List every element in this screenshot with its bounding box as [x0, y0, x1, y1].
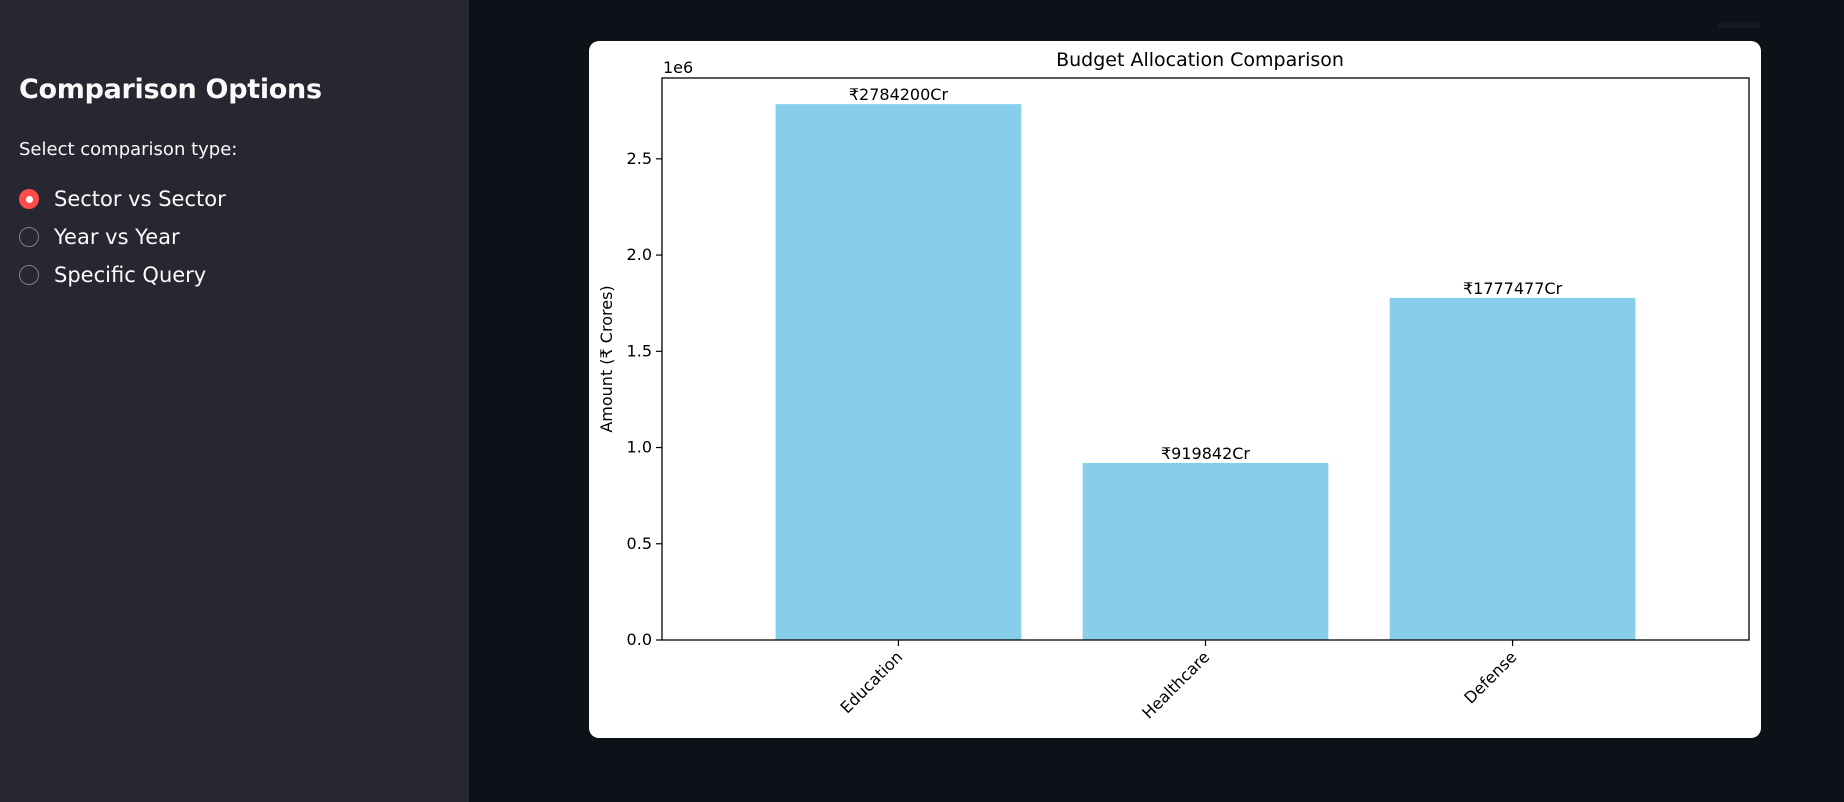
bar-healthcare [1082, 462, 1329, 640]
data-labels-layer: ₹2784200Cr ₹919842Cr ₹1777477Cr [849, 85, 1563, 463]
budget-bar-chart: Budget Allocation Comparison 1e6 Amount … [597, 49, 1750, 723]
radio-option-label[interactable]: Specific Query [54, 263, 207, 287]
data-label-healthcare: ₹919842Cr [1161, 444, 1250, 463]
toolbar-shadow [1718, 22, 1760, 28]
bar-defense [1389, 297, 1636, 640]
y-tick-label: 1.0 [627, 438, 652, 457]
radio-option-sector-vs-sector[interactable]: Sector vs Sector [19, 180, 226, 218]
radio-unchecked-icon[interactable] [19, 227, 39, 247]
y-tick-label: 2.0 [627, 245, 652, 264]
plot-frame [661, 77, 1750, 641]
x-tick-label-healthcare: Healthcare [1138, 647, 1213, 722]
data-label-defense: ₹1777477Cr [1463, 279, 1563, 298]
sidebar-title: Comparison Options [19, 74, 322, 105]
bars-layer [775, 104, 1636, 641]
y-axis-label: Amount (₹ Crores) [597, 285, 616, 432]
radio-option-label[interactable]: Year vs Year [54, 225, 180, 249]
y-tick-label: 0.5 [627, 534, 652, 553]
y-tick-label: 1.5 [627, 341, 652, 360]
x-axis-ticks: Education Healthcare Defense [837, 640, 1520, 723]
x-tick-label-defense: Defense [1460, 647, 1520, 707]
y-tick-label: 0.0 [627, 630, 652, 649]
main-content: Budget Allocation Comparison 1e6 Amount … [469, 0, 1844, 802]
y-axis-offset-label: 1e6 [663, 58, 693, 77]
x-tick-label-education: Education [837, 647, 907, 717]
radio-checked-icon[interactable] [19, 189, 39, 209]
chart-title: Budget Allocation Comparison [1056, 49, 1344, 71]
y-tick-label: 2.5 [627, 149, 652, 168]
radio-option-year-vs-year[interactable]: Year vs Year [19, 218, 226, 256]
comparison-type-label: Select comparison type: [19, 139, 238, 160]
radio-option-label[interactable]: Sector vs Sector [54, 187, 226, 211]
radio-unchecked-icon[interactable] [19, 265, 39, 285]
bar-education [775, 104, 1022, 641]
y-axis-ticks: 0.0 0.5 1.0 1.5 2.0 2.5 [627, 149, 662, 649]
radio-option-specific-query[interactable]: Specific Query [19, 256, 226, 294]
chart-card: Budget Allocation Comparison 1e6 Amount … [589, 41, 1761, 738]
data-label-education: ₹2784200Cr [849, 85, 949, 104]
comparison-type-radio-group: Sector vs Sector Year vs Year Specific Q… [19, 180, 226, 294]
sidebar: Comparison Options Select comparison typ… [0, 0, 469, 802]
